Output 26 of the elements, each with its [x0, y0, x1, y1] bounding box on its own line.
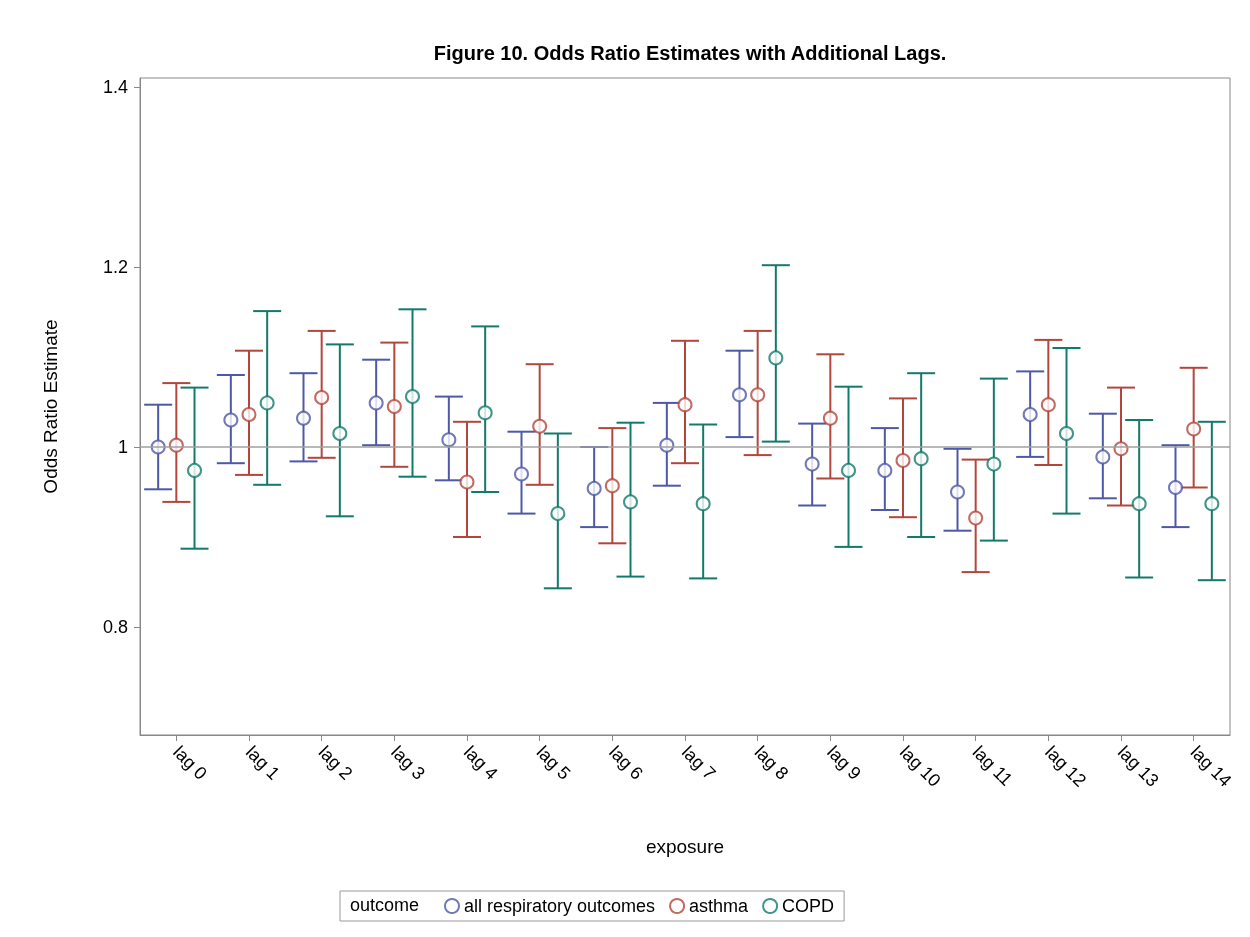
x-tick-label: lag 14 — [1186, 741, 1236, 791]
legend-title: outcome — [350, 895, 420, 915]
legend-label: COPD — [782, 896, 835, 916]
x-tick-label: lag 2 — [314, 741, 357, 784]
legend-label: asthma — [689, 896, 750, 916]
x-tick-label: lag 7 — [677, 741, 720, 784]
x-tick-label: lag 10 — [895, 741, 945, 791]
x-tick-label: lag 4 — [459, 741, 502, 784]
x-tick-label: lag 8 — [750, 741, 793, 784]
x-tick-label: lag 0 — [169, 741, 211, 784]
y-tick-label: 1 — [117, 437, 128, 457]
x-tick-label: lag 5 — [532, 741, 575, 784]
x-tick-label: lag 11 — [968, 741, 1017, 790]
x-tick-label: lag 6 — [605, 741, 647, 784]
legend-label: all respiratory outcomes — [464, 896, 656, 916]
y-tick-label: 1.2 — [102, 257, 128, 277]
y-axis-title: Odds Ratio Estimate — [40, 319, 61, 494]
x-tick-label: lag 13 — [1113, 741, 1163, 791]
x-tick-label: lag 3 — [387, 741, 429, 784]
chart-title: Figure 10. Odds Ratio Estimates with Additional Lags. — [433, 42, 947, 64]
x-tick-label: lag 9 — [823, 741, 865, 784]
x-tick-label: lag 12 — [1041, 741, 1091, 791]
y-tick-label: 1.4 — [102, 77, 128, 97]
x-tick-label: lag 1 — [241, 741, 284, 784]
y-tick-label: 0.8 — [102, 617, 128, 637]
x-axis-title: exposure — [645, 836, 725, 857]
